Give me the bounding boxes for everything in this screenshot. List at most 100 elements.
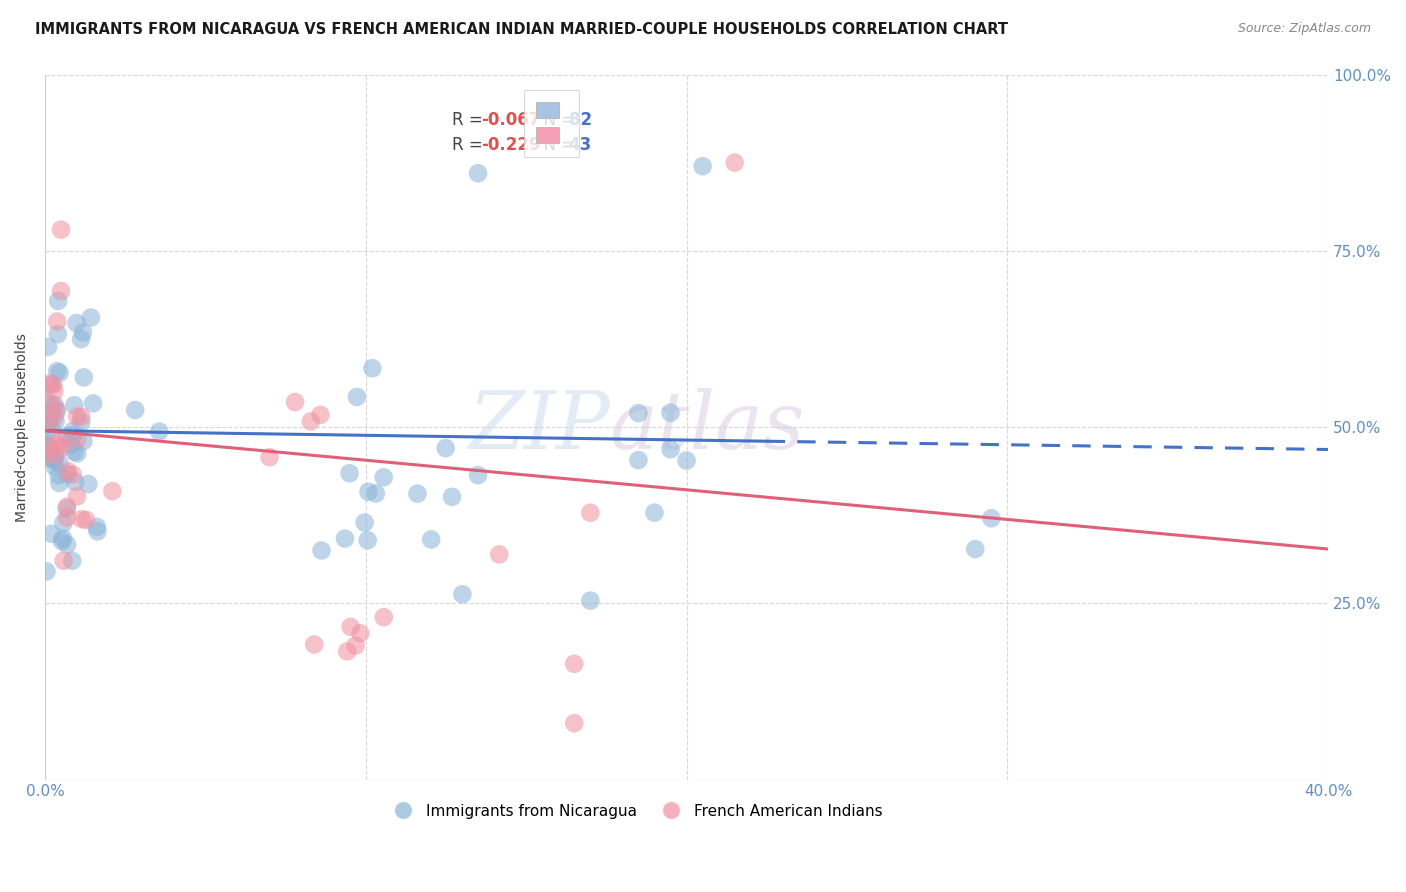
Text: N =: N = — [533, 136, 579, 154]
Point — [63, 445, 86, 459]
Point — [46, 438, 69, 452]
Point — [336, 644, 359, 658]
Point — [66, 409, 89, 424]
Point — [49, 434, 72, 449]
Point — [55, 501, 77, 516]
Point — [37, 411, 59, 425]
Point — [37, 416, 59, 430]
Point — [364, 486, 387, 500]
Point — [420, 533, 443, 547]
Point — [39, 396, 62, 410]
Point — [627, 453, 650, 467]
Point — [80, 310, 103, 325]
Point — [339, 620, 361, 634]
Point — [56, 464, 79, 478]
Point — [70, 415, 93, 429]
Point — [38, 376, 60, 391]
Point — [44, 449, 66, 463]
Text: atlas: atlas — [610, 388, 806, 466]
Point — [63, 475, 86, 489]
Point — [42, 453, 65, 467]
Point — [44, 459, 66, 474]
Point — [44, 398, 66, 412]
Point — [965, 542, 987, 557]
Point — [48, 366, 70, 380]
Point — [451, 587, 474, 601]
Point — [309, 408, 332, 422]
Point — [34, 393, 56, 408]
Point — [346, 390, 368, 404]
Point — [42, 377, 65, 392]
Point — [353, 516, 375, 530]
Point — [37, 439, 59, 453]
Point — [48, 468, 70, 483]
Y-axis label: Married-couple Households: Married-couple Households — [15, 333, 30, 522]
Point — [46, 293, 69, 308]
Point — [980, 511, 1002, 525]
Point — [46, 314, 69, 328]
Point — [42, 409, 65, 424]
Point — [373, 470, 395, 484]
Point — [467, 468, 489, 483]
Point — [333, 532, 356, 546]
Point — [62, 467, 84, 482]
Point — [643, 506, 665, 520]
Point — [37, 446, 59, 460]
Point — [675, 453, 697, 467]
Point — [562, 716, 585, 731]
Point — [55, 429, 77, 443]
Point — [659, 406, 682, 420]
Point — [66, 489, 89, 503]
Point — [52, 554, 75, 568]
Point — [349, 626, 371, 640]
Text: IMMIGRANTS FROM NICARAGUA VS FRENCH AMERICAN INDIAN MARRIED-COUPLE HOUSEHOLDS CO: IMMIGRANTS FROM NICARAGUA VS FRENCH AMER… — [35, 22, 1008, 37]
Point — [63, 398, 86, 412]
Point — [45, 414, 67, 428]
Point — [72, 434, 94, 448]
Text: 43: 43 — [568, 136, 592, 154]
Text: -0.067: -0.067 — [481, 112, 541, 129]
Point — [259, 450, 281, 465]
Point — [562, 657, 585, 671]
Point — [148, 425, 170, 439]
Point — [86, 524, 108, 539]
Point — [72, 326, 94, 340]
Text: N =: N = — [533, 112, 579, 129]
Point — [62, 424, 84, 438]
Point — [77, 477, 100, 491]
Text: Source: ZipAtlas.com: Source: ZipAtlas.com — [1237, 22, 1371, 36]
Point — [284, 395, 307, 409]
Point — [45, 448, 67, 462]
Point — [51, 440, 73, 454]
Point — [361, 361, 384, 376]
Point — [60, 438, 83, 452]
Point — [692, 159, 714, 173]
Legend: Immigrants from Nicaragua, French American Indians: Immigrants from Nicaragua, French Americ… — [382, 797, 889, 825]
Point — [627, 406, 650, 420]
Point — [62, 428, 84, 442]
Point — [41, 526, 63, 541]
Point — [45, 402, 67, 417]
Point — [82, 396, 104, 410]
Point — [37, 340, 59, 354]
Point — [124, 403, 146, 417]
Point — [724, 155, 747, 169]
Point — [299, 414, 322, 428]
Point — [488, 547, 510, 561]
Point — [56, 510, 79, 524]
Point — [373, 610, 395, 624]
Point — [51, 534, 73, 549]
Point — [48, 475, 70, 490]
Point — [344, 639, 367, 653]
Point — [66, 433, 89, 447]
Point — [101, 484, 124, 499]
Text: ZIP: ZIP — [468, 388, 610, 466]
Point — [75, 513, 97, 527]
Point — [49, 284, 72, 298]
Point — [65, 316, 87, 330]
Text: R =: R = — [451, 112, 488, 129]
Point — [34, 438, 56, 452]
Point — [35, 417, 58, 432]
Point — [49, 222, 72, 236]
Point — [86, 520, 108, 534]
